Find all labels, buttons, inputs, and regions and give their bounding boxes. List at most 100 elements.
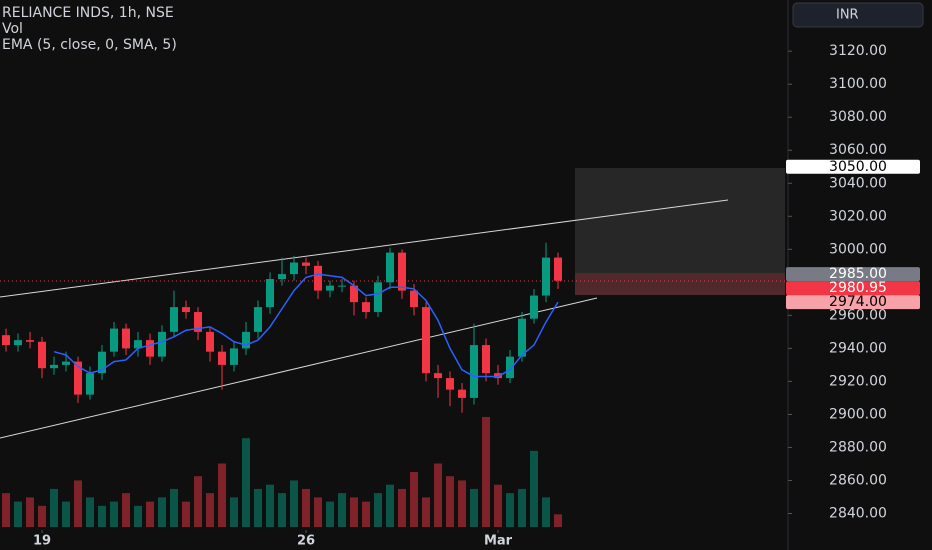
volume-bar	[518, 488, 526, 527]
candle-body	[230, 348, 238, 365]
x-tick-label: 19	[33, 534, 51, 549]
candle-body	[38, 341, 46, 369]
volume-bar	[122, 493, 130, 527]
candle-body	[206, 331, 214, 352]
candle-body	[386, 252, 394, 283]
volume-label: Vol	[2, 21, 23, 37]
volume-bar	[290, 480, 298, 527]
candle-body	[290, 262, 298, 275]
candle-body	[398, 252, 406, 291]
candle-body	[74, 361, 82, 395]
volume-bar	[62, 501, 70, 527]
candle-body	[458, 389, 466, 398]
candle-body	[410, 290, 418, 308]
candle-body	[326, 285, 334, 291]
candle-body	[2, 335, 10, 346]
volume-bar	[266, 484, 274, 527]
price-tag-label: 2974.00	[829, 294, 887, 310]
volume-bar	[314, 497, 322, 527]
volume-bar	[506, 493, 514, 527]
volume-bar	[2, 493, 10, 527]
candle-body	[146, 340, 154, 357]
price-tag-label: 3050.00	[829, 159, 887, 175]
volume-bar	[254, 488, 262, 527]
candle-body	[50, 364, 58, 369]
volume-bar	[230, 497, 238, 527]
volume-bar	[422, 497, 430, 527]
candle-body	[302, 262, 310, 266]
currency-button[interactable]	[792, 2, 924, 28]
volume-bar	[110, 501, 118, 527]
volume-bar	[554, 514, 562, 527]
volume-bar	[338, 493, 346, 527]
loss-zone	[575, 273, 785, 295]
volume-bar	[50, 488, 58, 527]
price-tag-label: 2980.95	[829, 280, 887, 296]
candle-body	[266, 279, 274, 308]
y-tick-label: 2940.00	[829, 340, 887, 356]
currency-label[interactable]: INR	[836, 8, 859, 23]
candle-body	[470, 345, 478, 398]
candle-body	[554, 257, 562, 281]
volume-bar	[326, 501, 334, 527]
volume-bar	[398, 488, 406, 527]
candle-body	[446, 378, 454, 390]
volume-bar	[98, 505, 106, 527]
candle-body	[86, 373, 94, 395]
candle-body	[110, 328, 118, 352]
volume-bar	[146, 501, 154, 527]
x-tick-label: 26	[297, 534, 315, 549]
candle-body	[26, 340, 34, 342]
candle-body	[422, 307, 430, 374]
volume-bar	[218, 463, 226, 527]
candle-body	[506, 356, 514, 379]
candle-body	[542, 257, 550, 296]
candle-body	[242, 331, 250, 349]
candle-body	[170, 307, 178, 332]
y-tick-label: 2920.00	[829, 373, 887, 389]
price-tag-label: 2985.00	[829, 266, 887, 282]
candle-body	[122, 328, 130, 349]
candle-body	[182, 307, 190, 313]
candle-body	[338, 285, 346, 287]
y-tick-label: 3060.00	[829, 142, 887, 158]
y-tick-label: 3100.00	[829, 76, 887, 92]
candle-body	[530, 295, 538, 319]
volume-bar	[482, 417, 490, 527]
y-tick-label: 2900.00	[829, 406, 887, 422]
y-tick-label: 3020.00	[829, 208, 887, 224]
volume-bar	[542, 497, 550, 527]
y-tick-label: 3120.00	[829, 43, 887, 59]
y-tick-label: 2840.00	[829, 505, 887, 521]
candle-body	[14, 340, 22, 346]
candle-body	[314, 265, 322, 291]
y-tick-label: 3040.00	[829, 175, 887, 191]
x-tick-label: Mar	[484, 534, 513, 549]
volume-bar	[530, 450, 538, 527]
candle-body	[374, 282, 382, 313]
volume-bar	[350, 497, 358, 527]
header: RELIANCE INDS, 1h, NSE Vol EMA (5, close…	[2, 5, 177, 53]
volume-bar	[374, 493, 382, 527]
volume-bar	[410, 472, 418, 527]
volume-bar	[302, 488, 310, 527]
trend-line-lower	[0, 297, 598, 439]
candle-body	[350, 285, 358, 303]
volume-bar	[434, 463, 442, 527]
price-tag	[786, 267, 920, 282]
candle-body	[98, 351, 106, 374]
symbol-title: RELIANCE INDS, 1h, NSE	[2, 5, 174, 21]
volume-bar	[14, 501, 22, 527]
volume-bar	[74, 480, 82, 527]
candle-body	[218, 351, 226, 365]
candle-body	[434, 373, 442, 379]
y-tick-label: 2880.00	[829, 439, 887, 455]
volume-bar	[278, 493, 286, 527]
volume-bar	[86, 497, 94, 527]
y-tick-label: 2960.00	[829, 307, 887, 323]
volume-bar	[38, 505, 46, 527]
candle-body	[518, 318, 526, 357]
y-tick-label: 3080.00	[829, 109, 887, 125]
volume-bar	[26, 497, 34, 527]
candle-body	[278, 274, 286, 280]
